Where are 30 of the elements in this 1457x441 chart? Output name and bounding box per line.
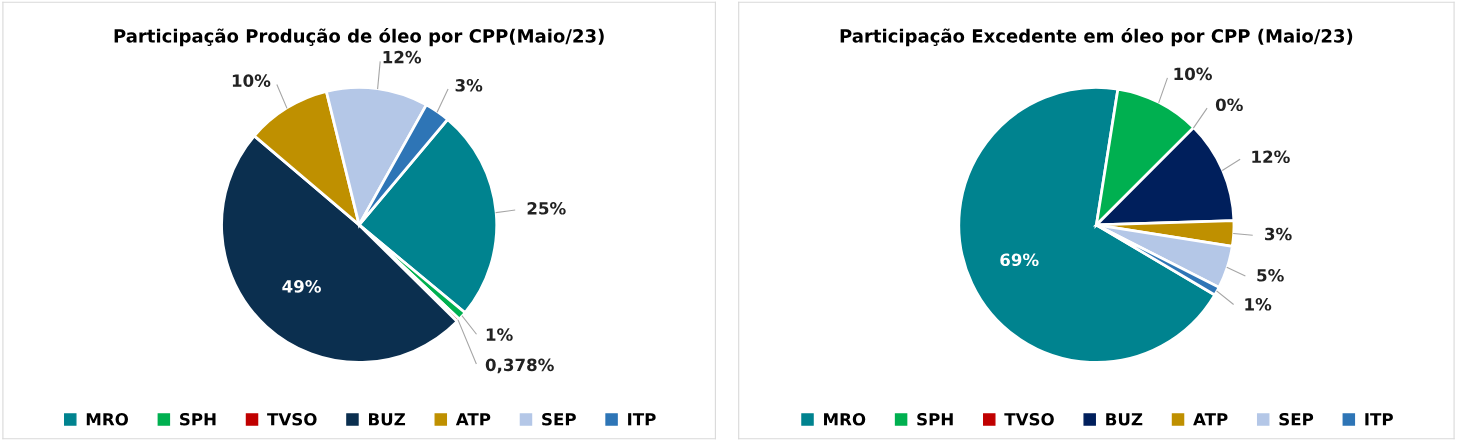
data-label: 69% (1000, 253, 1039, 267)
chart-title: Participação Excedente em óleo por CPP (Maio/23) (840, 28, 1353, 47)
legend-label: MRO (86, 412, 129, 426)
legend-label: TVSO (1004, 412, 1054, 426)
legend-label: SEP (1279, 412, 1314, 426)
data-label: 10% (1174, 67, 1212, 81)
legend-label: ATP (1193, 413, 1228, 426)
legend-label: ITP (1365, 413, 1393, 426)
legend-label: SPH (180, 412, 216, 426)
data-label: 25% (527, 202, 566, 215)
text: 0% (1215, 98, 1243, 112)
data-label: 12% (383, 50, 422, 64)
data-label: 1% (486, 328, 513, 341)
data-label: 0,378% (485, 358, 554, 374)
legend-label: BUZ (1106, 413, 1143, 426)
data-label: 10% (232, 74, 271, 87)
data-label: 1% (1245, 298, 1272, 311)
chart-title: Participação Produção de óleo por CPP(Maio/23) (114, 28, 604, 47)
legend-label: SEP (542, 412, 576, 426)
legend-label: TVSO (267, 412, 317, 426)
legend-label: ITP (628, 413, 656, 426)
legend-label: ATP (455, 413, 491, 426)
legend-label: BUZ (368, 413, 406, 426)
data-label: 12% (1252, 150, 1290, 164)
legend-label: MRO (824, 412, 866, 426)
data-label: 49% (282, 280, 321, 293)
data-label: 5% (1257, 269, 1284, 282)
data-label: 3% (455, 79, 483, 92)
data-label: 3% (1265, 227, 1292, 241)
legend-label: SPH (917, 412, 953, 426)
